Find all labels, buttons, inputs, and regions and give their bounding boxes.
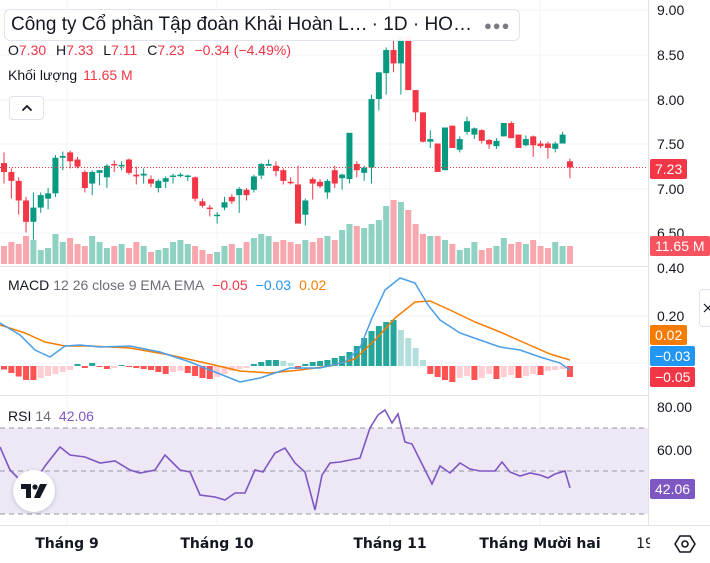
price-tick: 8.00	[657, 92, 685, 108]
symbol-title-bar[interactable]: Công ty Cổ phần Tập đoàn Khải Hoàn L… · …	[4, 9, 520, 41]
open-value: 7.30	[18, 42, 47, 58]
macd-legend[interactable]: MACD 12 26 close 9 EMA EMA −0.05 −0.03 0.02	[8, 277, 326, 293]
last-price-badge: 7.23	[650, 159, 688, 179]
time-tick: Tháng Mười hai	[479, 536, 601, 552]
macd-histogram-badge: −0.05	[650, 367, 696, 387]
high-label: H	[56, 42, 67, 58]
macd-line-value: −0.03	[255, 277, 292, 293]
ohlc-legend: O7.30 H7.33 L7.11 C7.23 −0.34 (−4.49%)	[8, 42, 297, 58]
macd-rsi-separator[interactable]	[0, 395, 648, 396]
interval-exchange: · 1D · HO…	[371, 14, 472, 35]
macd-signal-value: 0.02	[299, 277, 327, 293]
macd-name: MACD	[8, 277, 50, 293]
low-label: L	[103, 42, 112, 58]
rsi-name: RSI	[8, 408, 32, 424]
macd-signal-badge: 0.02	[650, 325, 688, 345]
volume-value: 11.65 M	[83, 67, 133, 83]
macd-tick: 0.20	[657, 308, 685, 324]
rsi-tick: 60.00	[657, 442, 693, 458]
macd-tick: 0.40	[657, 260, 685, 276]
open-label: O	[8, 42, 19, 58]
price-tick: 8.50	[657, 47, 685, 63]
tradingview-logo-icon	[21, 484, 47, 498]
close-value: 7.23	[157, 42, 185, 58]
time-tick: 19	[636, 536, 654, 552]
rsi-tick: 80.00	[657, 399, 693, 415]
rsi-params: 14	[35, 408, 51, 424]
price-macd-separator[interactable]	[0, 266, 648, 267]
tradingview-logo[interactable]	[13, 470, 55, 512]
price-axis-border	[648, 0, 649, 525]
close-icon	[703, 303, 710, 313]
volume-badge: 11.65 M	[650, 236, 710, 256]
more-horizontal-icon[interactable]: ●●●	[483, 17, 511, 33]
side-panel-toggle[interactable]	[699, 289, 710, 327]
settings-gear-icon[interactable]	[674, 533, 696, 555]
macd-line-badge: −0.03	[650, 346, 696, 366]
time-tick: Tháng 11	[353, 536, 427, 552]
volume-label: Khối lượng	[8, 67, 78, 83]
close-label: C	[147, 42, 158, 58]
chevron-up-icon	[21, 104, 32, 111]
macd-histogram-value: −0.05	[212, 277, 248, 293]
price-tick: 9.00	[657, 2, 685, 18]
high-value: 7.33	[66, 42, 94, 58]
chart-canvas[interactable]	[0, 0, 648, 525]
collapse-legend-button[interactable]	[9, 96, 44, 120]
rsi-value: 42.06	[58, 408, 94, 424]
rsi-legend[interactable]: RSI 14 42.06	[8, 408, 94, 424]
change-value: −0.34 (−4.49%)	[194, 42, 291, 58]
low-value: 7.11	[111, 42, 138, 58]
symbol-title[interactable]: Công ty Cổ phần Tập đoàn Khải Hoàn L…	[11, 14, 368, 35]
time-tick: Tháng 10	[180, 536, 254, 552]
price-tick: 7.50	[657, 136, 685, 152]
time-axis-separator	[0, 525, 710, 526]
time-tick: Tháng 9	[35, 536, 99, 552]
price-tick: 7.00	[657, 181, 685, 197]
volume-legend: Khối lượng 11.65 M	[8, 67, 133, 83]
rsi-badge: 42.06	[650, 479, 696, 499]
macd-params: 12 26 close 9 EMA EMA	[53, 277, 205, 293]
